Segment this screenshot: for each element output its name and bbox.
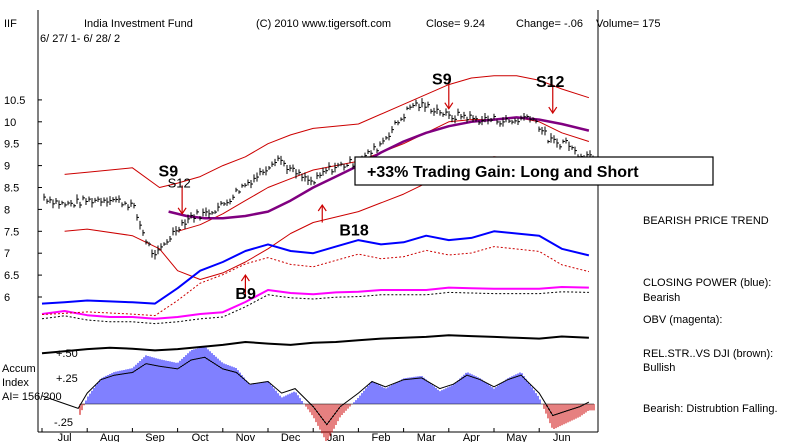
copyright-label: (C) 2010 www.tigersoft.com <box>256 18 391 30</box>
month-labels: Jul Aug Sep Oct Nov Dec Jan Feb Mar Apr May Jun <box>41 428 571 442</box>
y-tick-label: 10 <box>4 117 16 129</box>
month-label: Dec <box>281 432 301 442</box>
rel-strength-value: Bullish <box>643 362 675 374</box>
y-tick-label: 8 <box>4 204 10 216</box>
signal-label: B18 <box>339 223 368 240</box>
series-lines <box>41 75 590 355</box>
accum-ma-line <box>41 356 590 426</box>
signal-arrow-head <box>240 274 250 282</box>
y-tick-label: 9.5 <box>4 139 19 151</box>
change-label: Change= -.06 <box>516 18 583 30</box>
y-tick-label: 7 <box>4 248 10 260</box>
volume-label: Volume= 175 <box>596 18 661 30</box>
signal-arrow-head <box>317 203 327 212</box>
price-bars <box>43 98 595 260</box>
accum-index-bars <box>41 346 595 441</box>
month-label: Sep <box>145 432 165 442</box>
accum-status-label: Bearish: Distrubtion Falling. <box>643 403 778 415</box>
closing-power-title: CLOSING POWER (blue): <box>643 277 771 289</box>
signal-label: S9 <box>159 164 179 181</box>
month-label: Apr <box>463 432 480 442</box>
obv-title: OBV (magenta): <box>643 314 722 326</box>
accum-tick-25: +.25 <box>56 373 78 385</box>
month-label: Aug <box>100 432 120 442</box>
month-label: Jan <box>327 432 345 442</box>
signal-label: B9 <box>235 286 256 303</box>
upper-band-line <box>64 75 590 188</box>
rel-strength-line <box>41 334 589 355</box>
month-label: Feb <box>372 432 391 442</box>
signal-label: S12 <box>168 176 191 191</box>
y-tick-label: 8.5 <box>4 183 19 195</box>
accum-title-1: Accum <box>2 363 36 375</box>
y-tick-label: 9 <box>4 161 10 173</box>
close-label: Close= 9.24 <box>426 18 485 30</box>
signal-arrows <box>177 80 558 295</box>
signal-arrow-head <box>177 207 187 215</box>
signal-arrow-head <box>548 106 558 115</box>
signal-arrow-head <box>444 102 454 110</box>
month-label: Jun <box>553 432 571 442</box>
gain-box <box>354 156 714 186</box>
price-trend-label: BEARISH PRICE TREND <box>643 215 769 227</box>
accum-ai-value: AI= 156/200 <box>2 391 62 403</box>
month-label: Nov <box>236 432 256 442</box>
closing-power-value: Bearish <box>643 292 680 304</box>
month-label: Mar <box>417 432 436 442</box>
month-label: Oct <box>192 432 209 442</box>
symbol-label: IIF <box>4 18 17 30</box>
closing-power-line <box>41 230 590 305</box>
month-label: Jul <box>58 432 72 442</box>
rel-strength-title: REL.STR..VS DJI (brown): <box>643 348 773 360</box>
date-range-label: 6/ 27/ 1- 6/ 28/ 2 <box>40 33 120 45</box>
accum-tick-minus-25: -.25 <box>54 417 73 429</box>
y-tick-label: 10.5 <box>4 95 25 107</box>
y-tick-label: 6 <box>4 292 10 304</box>
closing-power-ma-line <box>41 246 590 317</box>
obv-line <box>41 286 589 320</box>
fund-name: India Investment Fund <box>84 18 193 30</box>
accum-title-2: Index <box>2 377 29 389</box>
y-tick-label: 7.5 <box>4 226 19 238</box>
signal-label: S9 <box>432 72 452 89</box>
obv-ma-line <box>41 291 589 325</box>
signal-label: S12 <box>536 74 565 91</box>
gain-box-text: +33% Trading Gain: Long and Short <box>367 164 639 181</box>
y-tick-label: 6.5 <box>4 270 19 282</box>
month-label: May <box>506 432 527 442</box>
price-tick-labels: 10.5 10 9.5 9 8.5 8 7.5 7 6.5 6 <box>4 95 42 304</box>
